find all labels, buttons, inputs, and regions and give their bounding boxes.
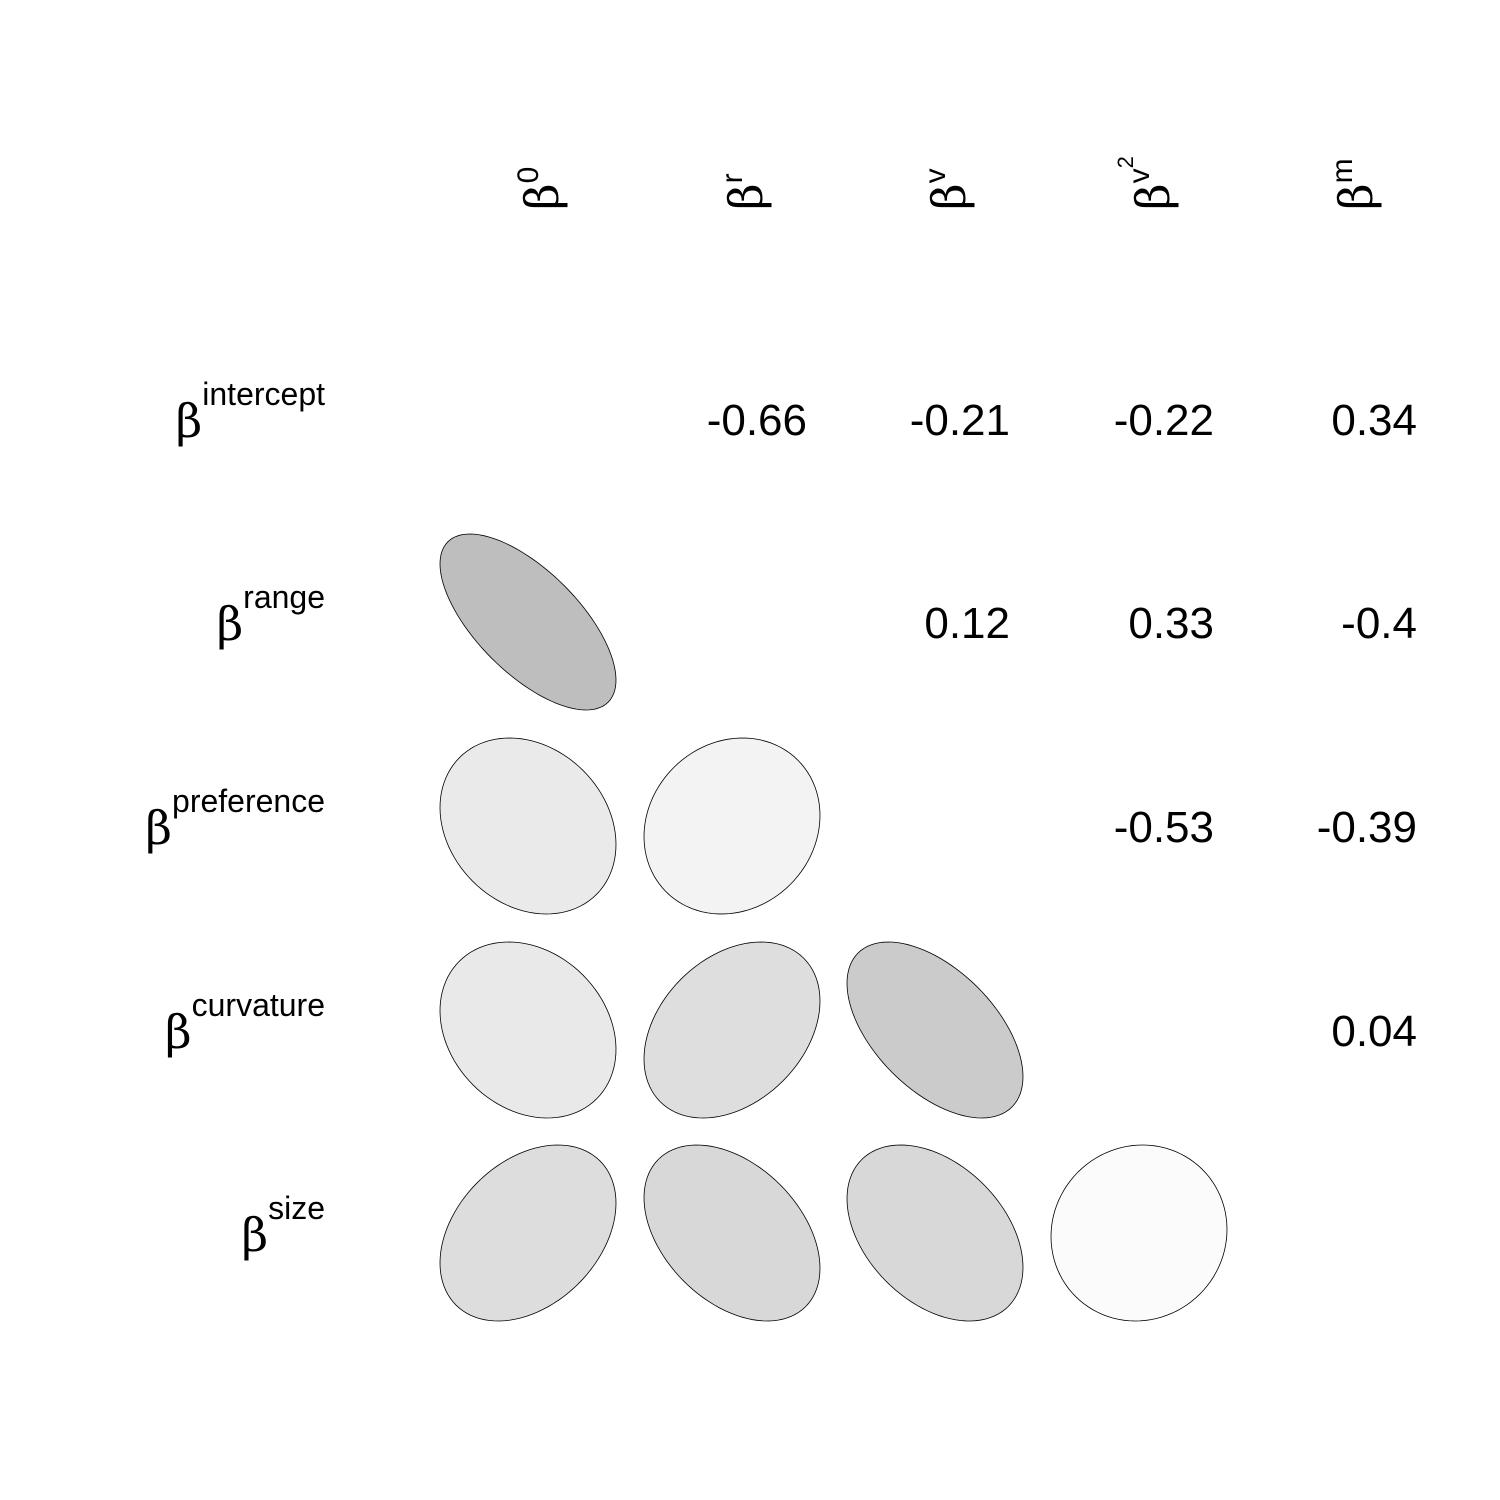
row-label: βrange (217, 579, 325, 651)
row-label-superscript: intercept (202, 376, 325, 412)
correlation-ellipse (846, 1144, 1024, 1322)
column-label-symbol: β (515, 183, 569, 210)
column-label-symbol: β (922, 183, 976, 210)
column-label-superscript: v (919, 168, 952, 183)
row-label: βcurvature (165, 987, 325, 1059)
correlation-coefficients: -0.66 -0.21 -0.22 0.34 0.12 0.33 -0.4 -0.53 -0.3… (707, 396, 1417, 1056)
row-label: βsize (242, 1190, 326, 1262)
row-label-symbol: β (242, 1208, 269, 1262)
row-label: βintercept (176, 376, 325, 448)
column-label-symbol: β (1126, 183, 1180, 210)
row-label-symbol: β (165, 1005, 192, 1059)
correlation-ellipse (643, 941, 821, 1119)
column-label: βv (919, 168, 976, 210)
correlation-ellipse (439, 941, 617, 1119)
row-label: βpreference (145, 783, 325, 855)
correlation-coefficient-label: -0.22 (1114, 396, 1214, 445)
row-label-symbol: β (176, 394, 203, 448)
correlation-ellipse (643, 737, 821, 915)
row-label-symbol: β (145, 801, 172, 855)
correlation-coefficient-label: 0.34 (1331, 396, 1417, 445)
correlation-coefficient-label: 0.04 (1331, 1007, 1417, 1056)
correlation-ellipse (439, 533, 617, 711)
row-label-superscript: curvature (192, 987, 325, 1023)
column-label-exponent: 2 (1113, 156, 1138, 168)
correlation-ellipse (1050, 1144, 1228, 1322)
correlation-coefficient-label: -0.66 (707, 396, 807, 445)
column-label: βm (1326, 158, 1383, 210)
row-label-superscript: size (268, 1190, 325, 1226)
column-label: βv2 (1113, 156, 1180, 210)
row-labels: βinterceptβrangeβpreferenceβcurvatureβsi… (145, 376, 325, 1262)
column-label-superscript: r (716, 173, 749, 183)
column-label-symbol: β (1329, 183, 1383, 210)
column-label-superscript: v (1123, 168, 1156, 183)
correlation-coefficient-label: 0.12 (924, 599, 1010, 648)
row-label-symbol: β (217, 597, 244, 651)
column-label: βr (716, 173, 773, 210)
column-label-symbol: β (719, 183, 773, 210)
correlation-coefficient-label: -0.21 (910, 396, 1010, 445)
correlation-ellipses (439, 533, 1228, 1322)
column-label-superscript: 0 (512, 167, 545, 184)
column-label-superscript: m (1326, 158, 1359, 183)
row-label-superscript: preference (172, 783, 325, 819)
correlation-coefficient-label: -0.53 (1114, 803, 1214, 852)
correlation-coefficient-label: -0.39 (1317, 803, 1417, 852)
correlation-ellipse (439, 1144, 617, 1322)
correlation-ellipse (643, 1144, 821, 1322)
row-label-superscript: range (243, 579, 325, 615)
correlation-coefficient-label: -0.4 (1341, 599, 1417, 648)
correlation-ellipse (439, 737, 617, 915)
correlation-ellipse (846, 941, 1024, 1119)
column-label: β0 (512, 167, 569, 210)
correlation-coefficient-label: 0.33 (1128, 599, 1214, 648)
